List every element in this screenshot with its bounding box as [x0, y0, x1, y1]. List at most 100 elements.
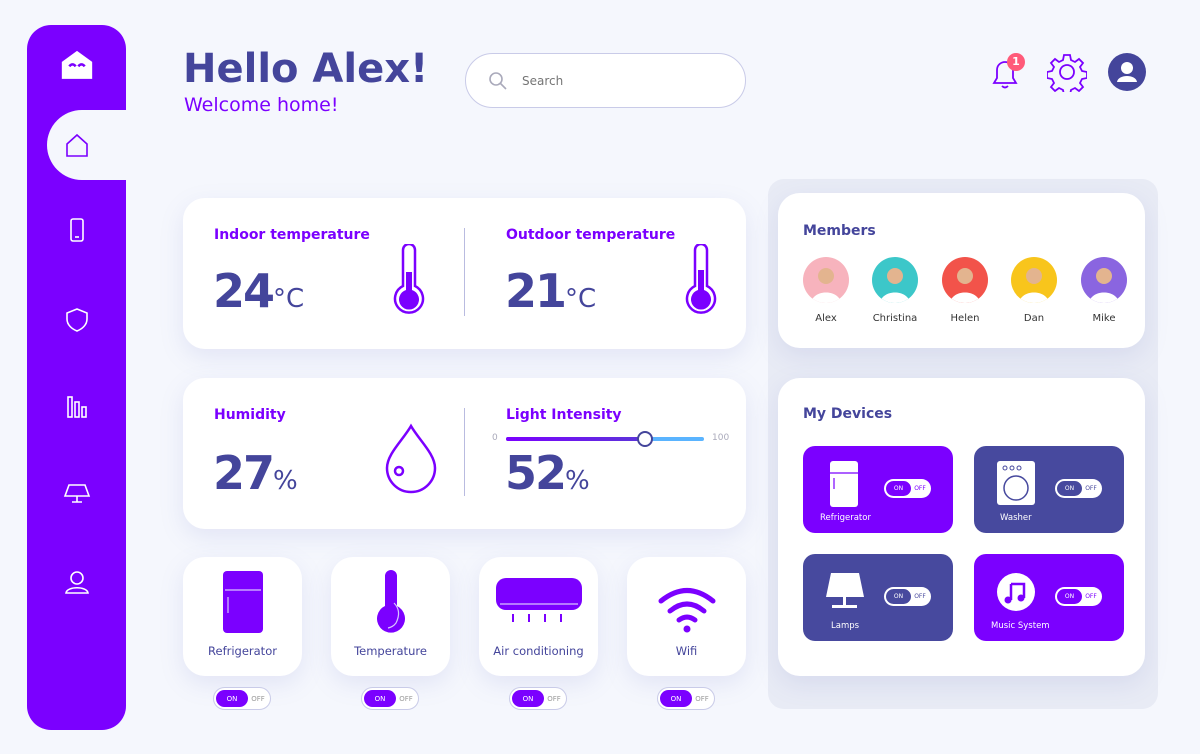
lamp-icon	[826, 573, 864, 608]
logo[interactable]	[27, 40, 126, 90]
device-tile-washer[interactable]: ON OFF Washer	[974, 446, 1124, 533]
device-name: Refrigerator	[820, 513, 871, 523]
member-dan[interactable]: Dan	[999, 257, 1069, 324]
device-name: Music System	[991, 621, 1050, 631]
refrigerator-toggle[interactable]: ON OFF	[213, 687, 271, 710]
humidity-number: 27	[213, 446, 275, 500]
indoor-temp-number: 24	[213, 264, 275, 318]
wifi-toggle[interactable]: ON OFF	[657, 687, 715, 710]
toggle-off: OFF	[1085, 485, 1097, 492]
gear-icon	[1046, 54, 1088, 96]
humidity-value: 27%	[213, 446, 298, 500]
thermometer-icon	[685, 244, 717, 314]
page-title: Hello Alex!	[183, 46, 429, 92]
member-helen[interactable]: Helen	[930, 257, 1000, 324]
members-title: Members	[803, 223, 876, 239]
light-label: Light Intensity	[506, 407, 622, 423]
refrigerator-icon	[222, 571, 263, 633]
lamps-device-toggle[interactable]: ON OFF	[884, 587, 931, 606]
music-note-icon	[997, 573, 1035, 611]
light-value: 52%	[505, 446, 590, 500]
house-logo-icon	[61, 50, 92, 79]
device-tile-lamps[interactable]: ON OFF Lamps	[803, 554, 953, 641]
toggle-off: OFF	[251, 694, 265, 703]
outdoor-temp-number: 21	[505, 264, 567, 318]
toggle-on: ON	[660, 690, 692, 707]
member-alex[interactable]: Alex	[791, 257, 861, 324]
indoor-temp-value: 24°C	[213, 264, 304, 318]
quick-card-wifi[interactable]: Wifi	[627, 557, 746, 676]
sidebar	[27, 25, 126, 730]
quick-card-label: Wifi	[675, 644, 698, 658]
light-min: 0	[492, 433, 498, 443]
member-christina[interactable]: Christina	[860, 257, 930, 324]
toggle-off: OFF	[695, 694, 709, 703]
humidity-light-card: Humidity 27% Light Intensity 0 100 52%	[183, 378, 746, 529]
quick-card-refrigerator[interactable]: Refrigerator	[183, 557, 302, 676]
member-mike[interactable]: Mike	[1069, 257, 1139, 324]
toggle-off: OFF	[914, 485, 926, 492]
toggle-on: ON	[1057, 481, 1082, 496]
member-name: Alex	[815, 313, 837, 324]
temperature-card: Indoor temperature 24°C Outdoor temperat…	[183, 198, 746, 349]
toggle-on: ON	[1057, 589, 1082, 604]
search-input[interactable]	[522, 73, 722, 88]
outdoor-temp-unit: °C	[565, 284, 597, 314]
device-tile-music-system[interactable]: ON OFF Music System	[974, 554, 1124, 641]
device-tile-refrigerator[interactable]: ON OFF Refrigerator	[803, 446, 953, 533]
quick-card-air-conditioning[interactable]: Air conditioning	[479, 557, 598, 676]
phone-icon	[69, 218, 84, 242]
washer-device-toggle[interactable]: ON OFF	[1055, 479, 1102, 498]
sidebar-item-profile[interactable]	[27, 557, 126, 607]
refrigerator-icon	[830, 461, 858, 507]
washing-machine-icon	[997, 461, 1035, 505]
sidebar-item-security[interactable]	[27, 295, 126, 345]
light-number: 52	[505, 446, 567, 500]
outdoor-temp-label: Outdoor temperature	[506, 227, 676, 243]
avatar	[942, 257, 988, 303]
member-name: Dan	[1023, 313, 1045, 324]
settings-button[interactable]	[1046, 52, 1088, 96]
devices-title: My Devices	[803, 406, 893, 422]
toggle-on: ON	[364, 690, 396, 707]
toggle-off: OFF	[547, 694, 561, 703]
light-slider[interactable]	[506, 431, 704, 447]
avatar	[872, 257, 918, 303]
light-slider-handle[interactable]	[636, 431, 653, 447]
light-slider-fill	[506, 437, 645, 441]
notification-badge: 1	[1007, 53, 1025, 71]
sidebar-item-devices[interactable]	[27, 205, 126, 255]
shield-icon	[65, 308, 88, 332]
home-icon	[66, 133, 88, 157]
bar-chart-icon	[66, 396, 87, 418]
device-name: Lamps	[831, 621, 860, 631]
member-name: Christina	[872, 313, 918, 324]
sidebar-item-solar[interactable]	[27, 468, 126, 518]
solar-panel-icon	[63, 484, 90, 503]
divider	[464, 408, 465, 496]
search-icon	[489, 71, 507, 90]
quick-card-label: Refrigerator	[208, 644, 277, 658]
toggle-off: OFF	[914, 593, 926, 600]
sidebar-item-statistics[interactable]	[27, 382, 126, 432]
quick-card-label: Temperature	[354, 644, 427, 658]
air-conditioning-toggle[interactable]: ON OFF	[509, 687, 567, 710]
user-avatar-button[interactable]	[1108, 53, 1146, 91]
toggle-on: ON	[886, 481, 911, 496]
toggle-on: ON	[216, 690, 248, 707]
outdoor-temp-value: 21°C	[505, 264, 596, 318]
sidebar-item-home[interactable]	[47, 110, 126, 180]
user-icon	[64, 571, 89, 594]
refrigerator-device-toggle[interactable]: ON OFF	[884, 479, 931, 498]
member-name: Helen	[950, 313, 980, 324]
divider	[464, 228, 465, 316]
temperature-toggle[interactable]: ON OFF	[361, 687, 419, 710]
toggle-off: OFF	[1085, 593, 1097, 600]
music-system-device-toggle[interactable]: ON OFF	[1055, 587, 1102, 606]
search-bar[interactable]	[465, 53, 746, 108]
thermometer-icon	[376, 570, 405, 633]
avatar	[1011, 257, 1057, 303]
thermometer-icon	[393, 244, 425, 314]
quick-card-temperature[interactable]: Temperature	[331, 557, 450, 676]
notifications-button[interactable]: 1	[988, 53, 1025, 93]
